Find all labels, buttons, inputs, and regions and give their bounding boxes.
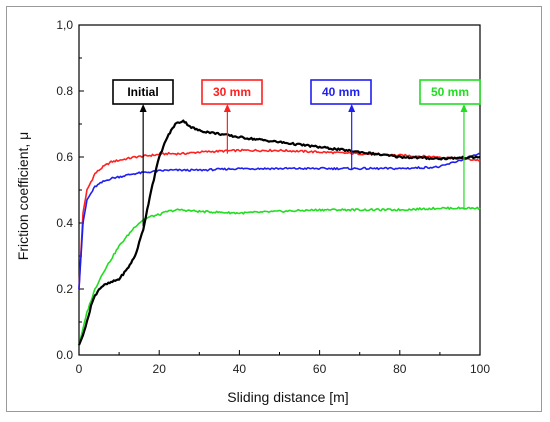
- legend-box-50-mm: [419, 79, 481, 105]
- legend-box-40-mm: [310, 79, 372, 105]
- legend-box-30-mm: [201, 79, 263, 105]
- x-tick-label: 40: [233, 362, 247, 376]
- plot-area: 0 20 40 60 80 100 0.0 0.2 0.4 0.6 0.8 1,0 30 mm 40 mm…: [56, 18, 490, 376]
- x-tick-label: 60: [313, 362, 327, 376]
- x-tick-label: 80: [393, 362, 407, 376]
- y-tick-label: 1,0: [56, 18, 73, 32]
- y-tick-label: 0.0: [56, 348, 73, 362]
- series-line-50-mm: [78, 206, 481, 346]
- series-line-30-mm: [78, 148, 481, 290]
- legend-label-40-mm: 40 mm: [322, 85, 360, 99]
- x-tick-label: 20: [153, 362, 167, 376]
- y-tick-label: 0.6: [56, 150, 73, 164]
- y-axis-title: Friction coefficient, μ: [15, 132, 31, 260]
- callout-arrowhead-initial: [139, 104, 147, 112]
- legend-box-initial: [112, 79, 174, 105]
- plot-border: [78, 24, 481, 356]
- figure-frame: [6, 6, 542, 412]
- series-line-initial: [77, 119, 481, 346]
- callout-arrowhead-50-mm: [460, 104, 468, 112]
- y-tick-label: 0.8: [56, 84, 73, 98]
- legend-label-30-mm: 30 mm: [213, 85, 251, 99]
- x-tick-label: 0: [76, 362, 83, 376]
- callout-arrowhead-40-mm: [348, 104, 356, 112]
- series-line-40-mm: [78, 152, 481, 290]
- y-tick-label: 0.2: [56, 282, 73, 296]
- x-tick-label: 100: [470, 362, 490, 376]
- y-tick-label: 0.4: [56, 216, 73, 230]
- x-axis-title: Sliding distance [m]: [227, 389, 348, 405]
- callout-arrowhead-30-mm: [223, 104, 231, 112]
- legend-label-50-mm: 50 mm: [431, 85, 469, 99]
- legend-label-initial: Initial: [127, 85, 158, 99]
